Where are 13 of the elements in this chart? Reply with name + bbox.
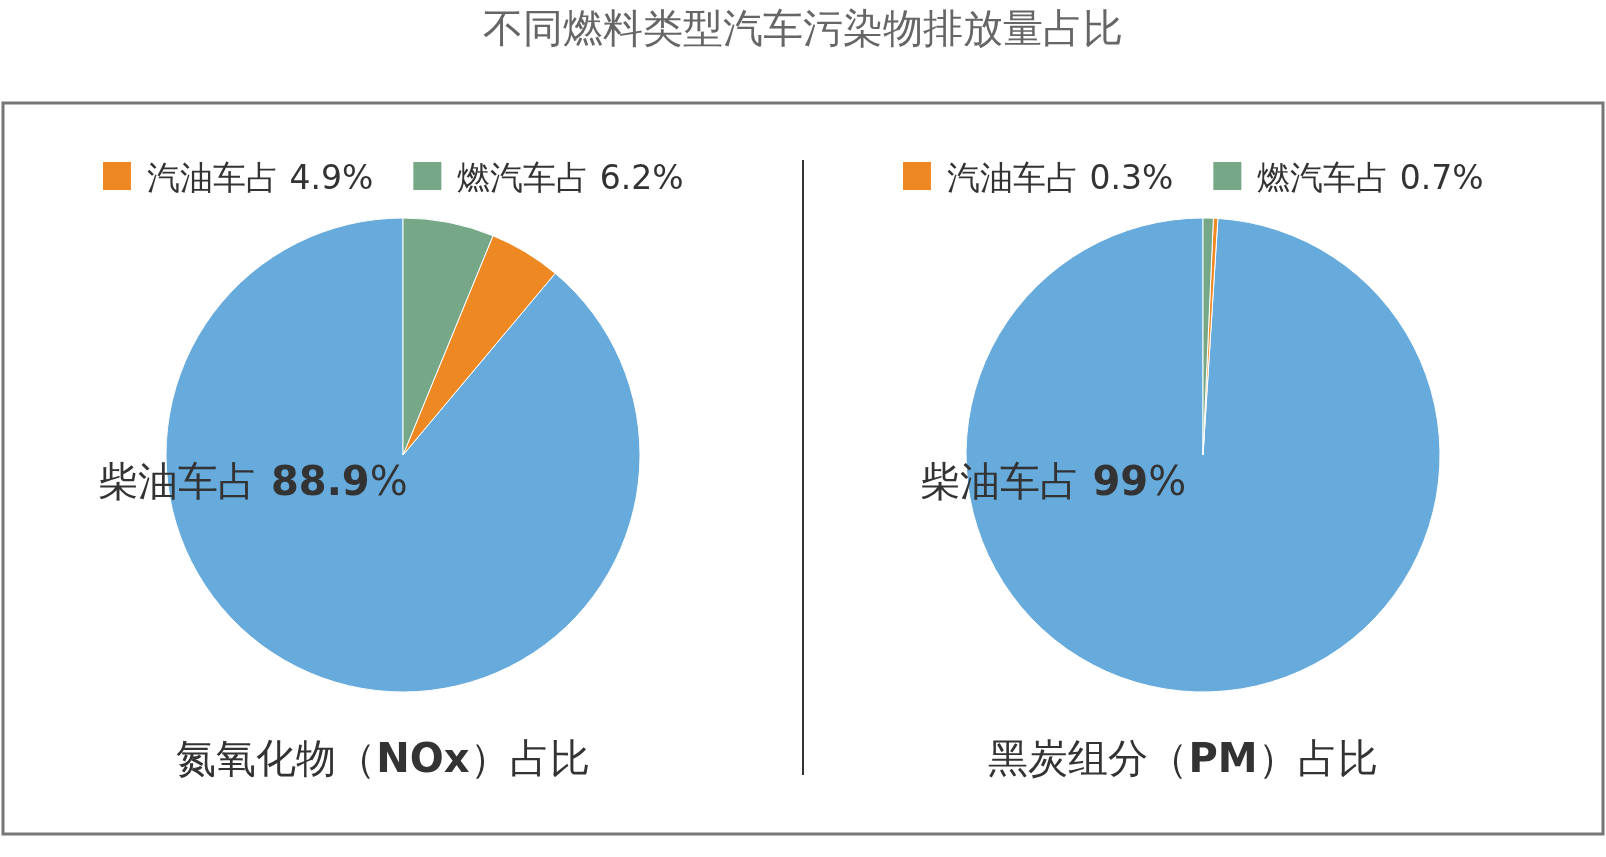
data-label: 0.3% [1089, 158, 1174, 197]
legend-label: 燃汽车占 [1257, 158, 1400, 197]
text: 黑炭组分（PM）占比 [988, 735, 1378, 781]
data-label: 6.2% [599, 158, 684, 197]
legend-label: 汽油车占 [947, 158, 1090, 197]
legend-label: 汽油车占 [147, 158, 290, 197]
data-label: 4.9% [289, 158, 374, 197]
text: 不同燃料类型汽车污染物排放量占比 [483, 5, 1123, 51]
text: 氮氧化物（NOx）占比 [176, 735, 590, 781]
data-label: 88.9% [271, 458, 408, 504]
legend-label: 燃汽车占 [457, 158, 600, 197]
data-label: 99% [1092, 458, 1187, 504]
data-label: 0.7% [1399, 158, 1484, 197]
